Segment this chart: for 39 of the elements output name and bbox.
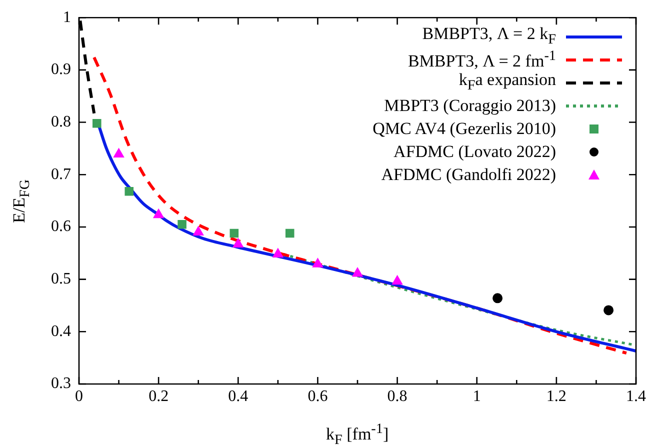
point <box>124 186 134 196</box>
legend-label: AFDMC (Lovato 2022) <box>394 142 556 162</box>
point <box>285 228 294 238</box>
x-tick-label: 0.2 <box>148 388 169 405</box>
legend-label: BMBPT3, Λ = 2 k$_{F}$ <box>422 24 556 49</box>
legend-label: AFDMC (Gandolfi 2022) <box>381 164 556 184</box>
point <box>492 293 503 304</box>
x-tick-label: 0 <box>75 388 83 405</box>
x-tick-label: 1.4 <box>626 388 646 405</box>
point <box>92 118 102 128</box>
x-tick-label: 0.8 <box>387 388 408 405</box>
legend-label: k$_{F}$a expansion <box>458 70 556 95</box>
legend-label: QMC AV4 (Gezerlis 2010) <box>372 118 556 138</box>
point <box>272 248 284 258</box>
x-tick-label: 0.4 <box>228 388 248 405</box>
y-tick-label: 0.4 <box>51 322 71 340</box>
y-tick-label: 0.3 <box>51 375 71 392</box>
point <box>153 208 164 218</box>
y-tick-label: 0.7 <box>51 166 71 183</box>
x-tick-label: 1 <box>472 388 481 405</box>
point <box>193 226 204 236</box>
point <box>392 275 403 285</box>
point <box>178 220 186 229</box>
y-tick-label: 1 <box>63 8 71 26</box>
x-tick-label: 0.6 <box>308 388 328 405</box>
point <box>352 268 363 277</box>
point <box>604 305 614 316</box>
x-tick-label: 1.2 <box>546 388 566 405</box>
legend-label: BMBPT3, Λ = 2 fm$^{-1}$ <box>408 48 556 72</box>
y-tick-label: 0.5 <box>51 270 71 288</box>
y-tick-label: 0.6 <box>51 218 71 236</box>
point <box>232 238 244 248</box>
x-axis-title: k$_{F}$ [fm$^{-1}$] <box>326 421 389 445</box>
y-tick-label: 0.9 <box>51 61 71 78</box>
legend-label: MBPT3 (Coraggio 2013) <box>384 96 556 116</box>
y-tick-label: 0.8 <box>51 113 71 130</box>
point <box>312 258 323 268</box>
point <box>114 148 124 158</box>
point <box>230 228 239 238</box>
